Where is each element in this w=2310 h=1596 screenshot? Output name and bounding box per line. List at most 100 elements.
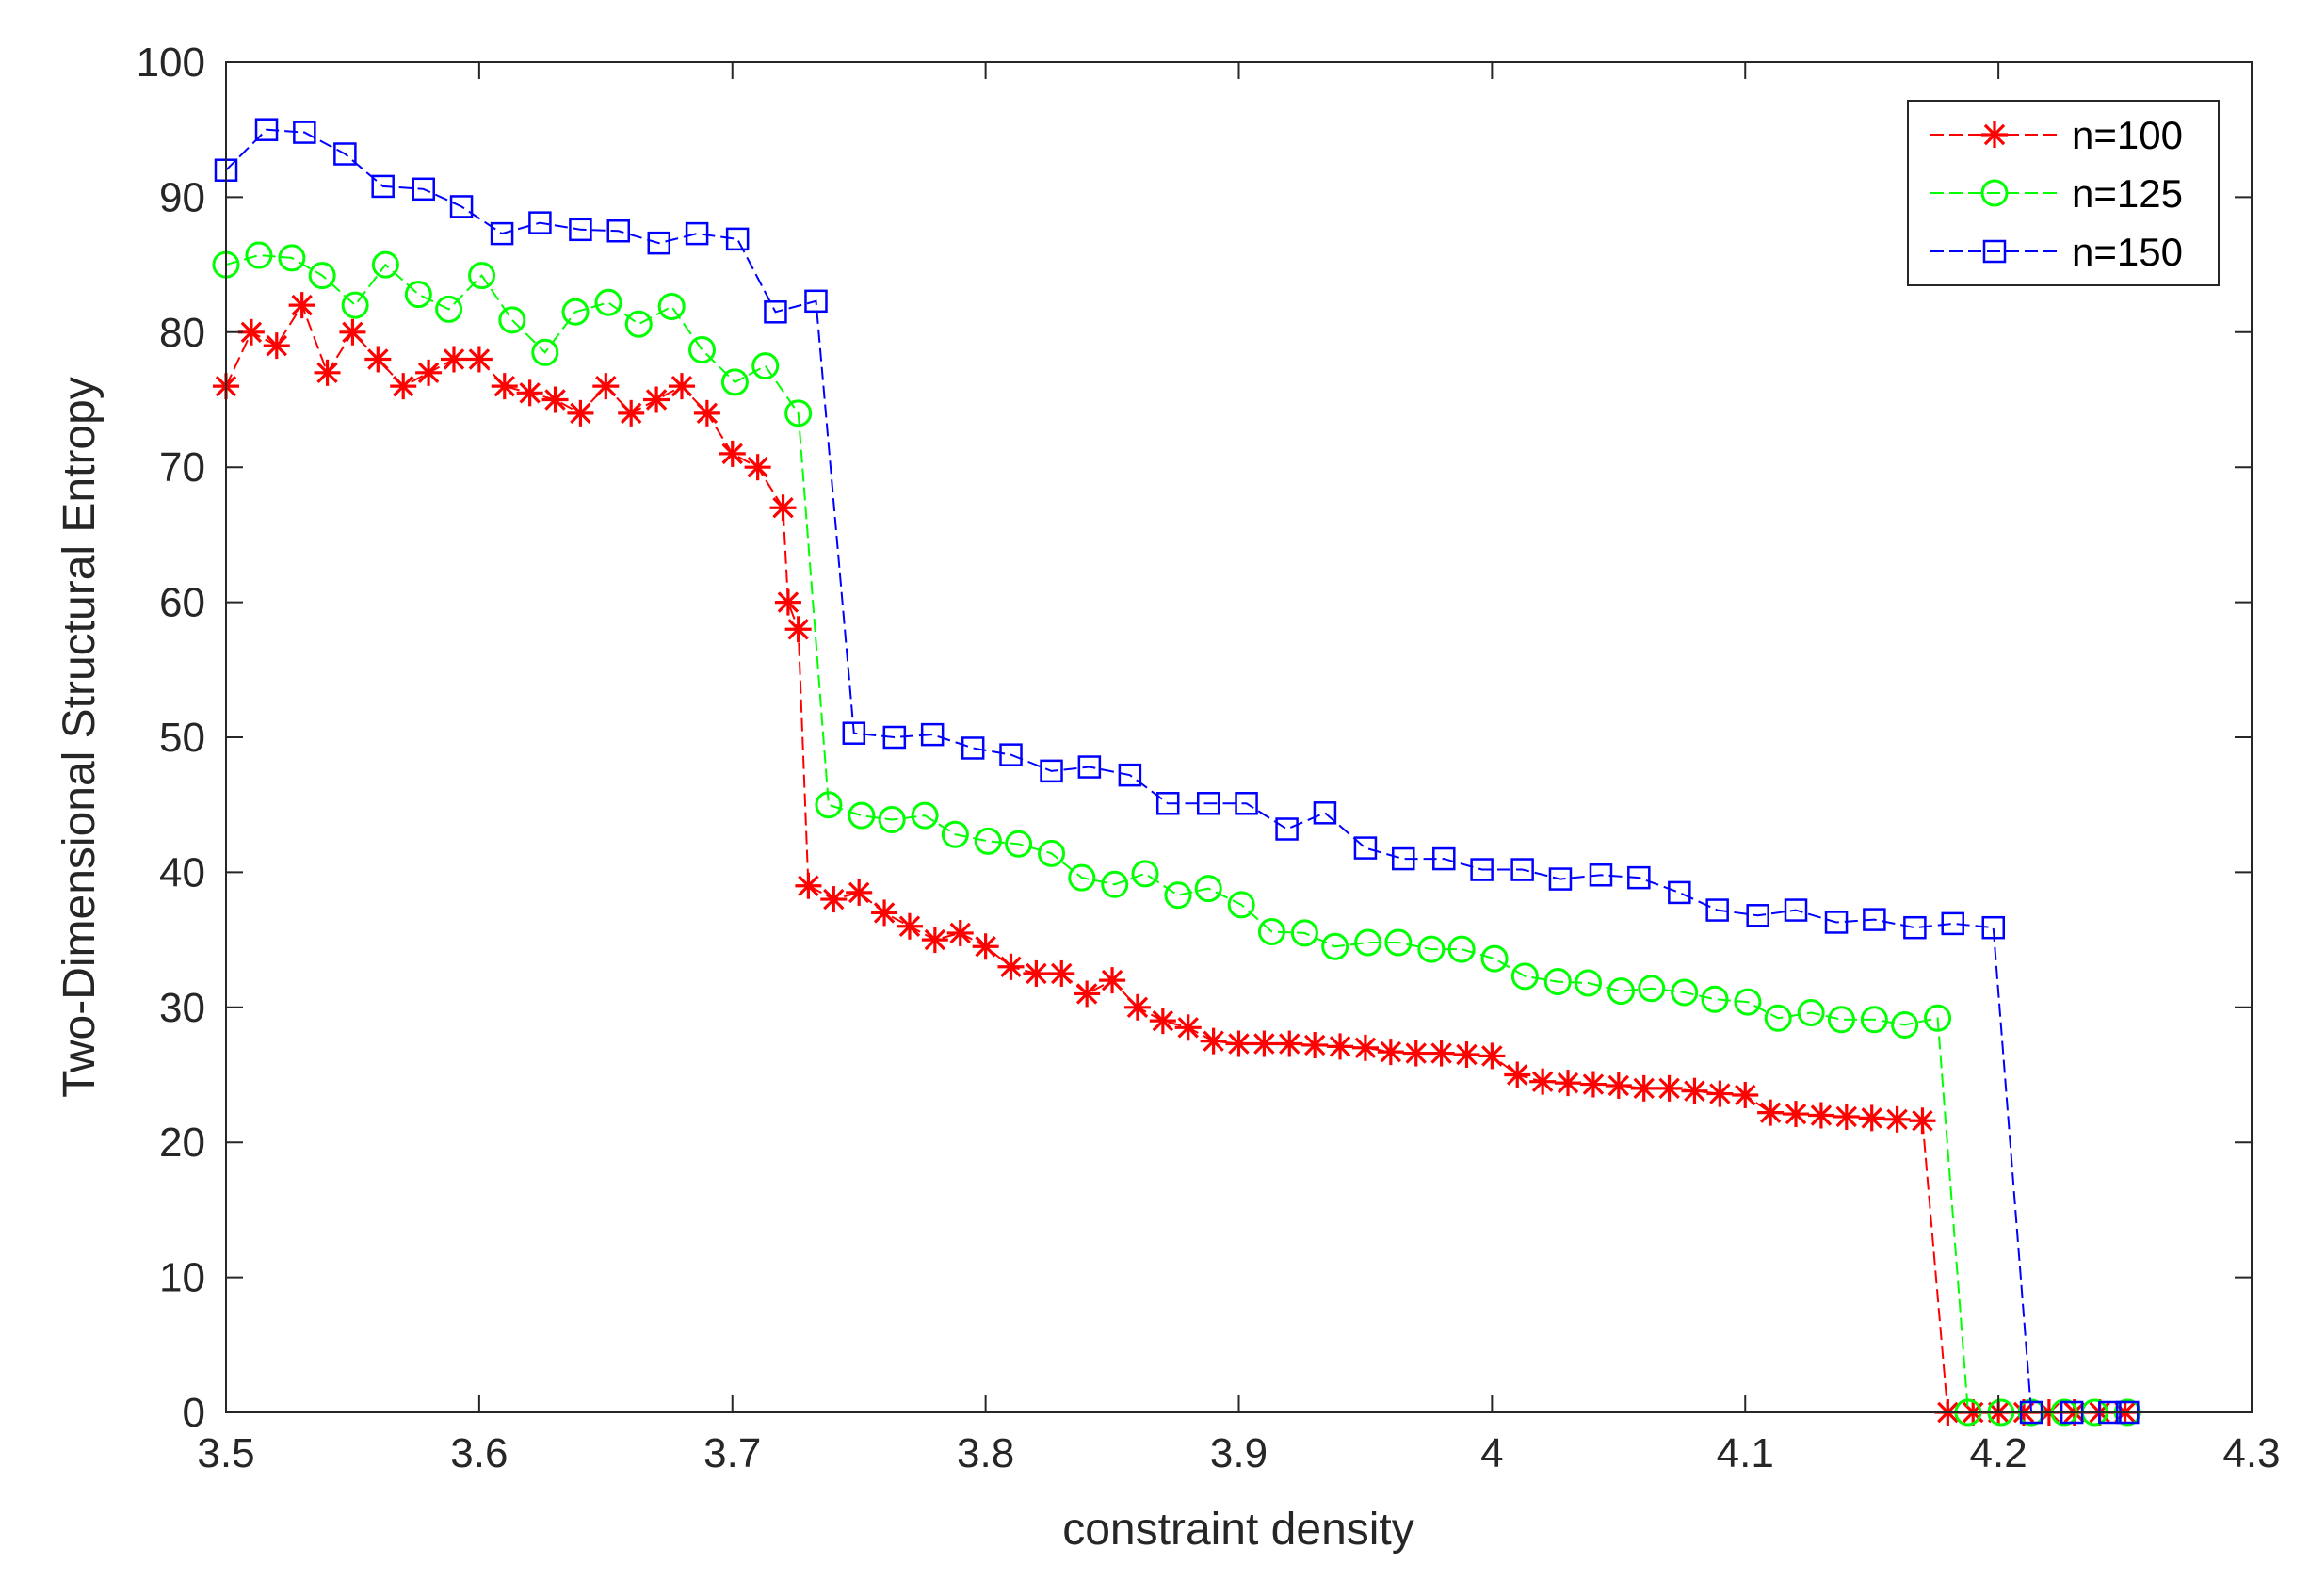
x-tick-label: 4.3 [2222,1430,2280,1476]
data-point-n=150-33 [1510,858,1534,881]
data-point-n=100-69 [1909,1107,1936,1135]
data-point-n=150-28 [1313,801,1337,825]
data-point-n=150-43 [1903,915,1927,940]
data-point-n=125-50 [1797,999,1825,1027]
data-point-n=125-54 [1924,1004,1952,1032]
data-point-n=150-20 [999,743,1023,766]
x-tick-label: 3.6 [450,1430,508,1476]
data-point-n=125-4 [341,291,369,319]
data-point-n=125-29 [1131,860,1159,888]
data-point-n=150-7 [490,221,514,246]
data-point-n=100-7 [390,373,417,400]
data-point-n=100-33 [997,953,1025,980]
data-point-n=150-12 [685,221,709,246]
data-point-n=125-47 [1701,985,1729,1013]
data-point-n=100-15 [592,373,620,400]
data-point-n=100-47 [1351,1034,1379,1061]
data-point-n=150-11 [647,231,671,255]
data-point-n=100-8 [415,359,443,386]
data-point-n=150-2 [293,121,316,144]
data-point-n=100-30 [921,927,948,954]
data-point-n=150-38 [1705,898,1729,922]
data-point-n=100-43 [1251,1030,1278,1057]
data-point-n=150-23 [1118,763,1142,787]
data-point-n=125-6 [404,281,432,309]
x-axis-label: constraint density [1062,1505,1414,1555]
data-point-n=100-62 [1732,1082,1759,1109]
data-point-n=150-18 [920,722,945,747]
data-point-n=150-19 [961,736,985,760]
legend-label: n=100 [2072,113,2183,157]
data-point-n=125-15 [687,335,716,363]
data-point-n=100-48 [1377,1039,1404,1066]
data-point-n=100-41 [1200,1027,1227,1055]
data-point-n=125-10 [531,338,559,366]
data-point-n=150-3 [333,142,357,166]
data-point-n=100-16 [618,399,645,427]
y-tick-label: 80 [159,310,205,356]
data-point-n=100-25 [795,872,822,899]
data-point-n=150-32 [1470,858,1494,881]
data-point-n=100-57 [1605,1072,1632,1099]
data-point-n=100-49 [1402,1040,1430,1067]
data-point-n=125-44 [1607,977,1636,1006]
data-point-n=100-38 [1123,993,1151,1021]
data-point-n=125-13 [624,310,653,338]
data-point-n=100-2 [263,332,290,360]
y-tick-label: 50 [159,715,205,761]
data-point-n=125-46 [1671,978,1699,1007]
series-n=100 [213,292,2139,1426]
data-point-n=150-31 [1432,846,1456,871]
data-point-n=100-39 [1149,1008,1176,1035]
data-point-n=100-53 [1504,1061,1531,1088]
data-point-n=125-16 [720,368,749,396]
data-point-n=125-2 [278,244,306,272]
x-tick-label: 4.2 [1970,1430,2027,1476]
data-point-n=125-53 [1891,1010,1919,1039]
data-point-n=125-7 [435,295,463,323]
data-point-n=125-28 [1101,870,1129,898]
y-tick-label: 70 [159,444,205,491]
legend-label: n=150 [2072,230,2183,274]
data-point-n=150-8 [528,211,552,234]
data-point-n=125-35 [1321,932,1349,960]
data-point-n=100-20 [719,440,746,467]
data-point-n=125-36 [1354,928,1382,957]
data-point-n=125-38 [1417,935,1446,963]
data-point-n=125-39 [1447,935,1476,963]
data-point-n=125-49 [1764,1004,1792,1032]
data-point-n=100-24 [784,616,812,643]
data-point-n=150-44 [1941,911,1964,936]
data-point-n=100-66 [1833,1103,1860,1130]
series-layer [212,118,2141,1427]
data-point-n=150-15 [804,289,828,314]
data-point-n=125-27 [1068,863,1096,892]
data-point-n=100-23 [774,588,801,616]
series-n=125 [212,241,2141,1427]
data-point-n=125-30 [1164,881,1192,910]
legend: n=100 n=125 n=150 [1907,100,2220,286]
data-point-n=100-35 [1048,959,1075,987]
data-point-n=125-41 [1510,962,1539,991]
data-point-n=125-43 [1575,969,1603,997]
data-point-n=100-5 [339,318,366,346]
data-point-n=125-51 [1827,1006,1855,1034]
data-point-n=100-27 [846,879,873,906]
plot-area [226,62,2252,1412]
x-tick-label: 4.1 [1717,1430,1774,1476]
x-tick-label: 4 [1480,1430,1503,1476]
data-point-n=125-9 [498,306,526,334]
data-point-n=100-59 [1656,1074,1683,1102]
data-point-n=125-32 [1227,891,1255,919]
data-point-n=125-26 [1038,839,1066,867]
legend-item-n=150: n=150 [1930,230,2183,274]
data-point-n=100-67 [1858,1104,1885,1132]
data-point-n=150-39 [1746,904,1769,927]
data-point-n=150-21 [1040,759,1063,783]
data-point-n=150-14 [764,300,787,324]
legend-item-n=125: n=125 [1930,171,2183,216]
data-point-n=125-17 [751,352,780,380]
ticks-layer: 3.5 3.6 3.7 3.8 3.9 4 4.1 4.2 4.3 0 10 20 30 40 50 60 70… [137,40,2281,1476]
y-tick-label: 30 [159,985,205,1031]
